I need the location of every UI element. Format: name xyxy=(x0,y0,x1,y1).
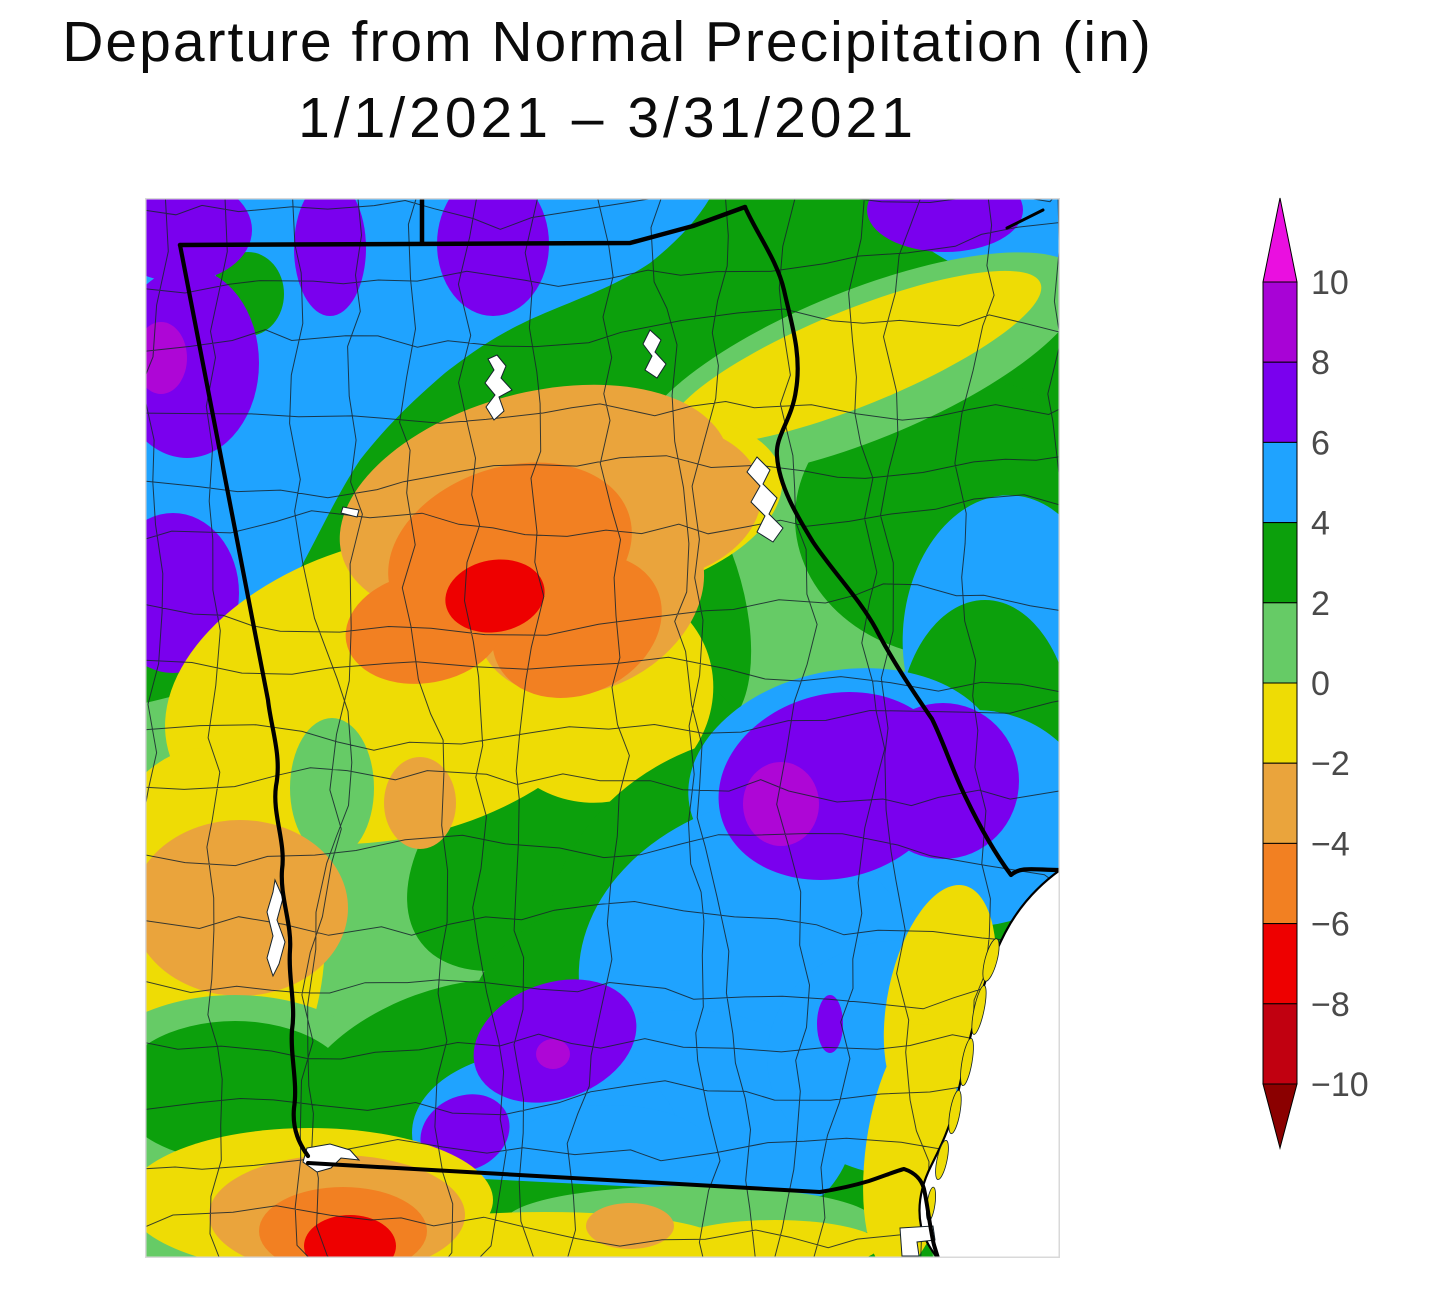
colorbar-svg: 10 8 6 4 2 0 −2 −4 −6 −8 −10 xyxy=(1262,197,1369,1150)
colorbar-box xyxy=(1262,602,1298,684)
colorbar-tick-label: −6 xyxy=(1311,906,1350,944)
colorbar-box xyxy=(1262,522,1298,604)
colorbar-box xyxy=(1262,762,1298,844)
county-boundary-lines xyxy=(145,198,1060,1258)
coastal-inlet xyxy=(899,1225,936,1257)
colorbar-box xyxy=(1262,1003,1298,1085)
colorbar-boxes xyxy=(1262,281,1298,1085)
colorbar-tick-label: 8 xyxy=(1311,344,1330,382)
colorbar-legend: 10 8 6 4 2 0 −2 −4 −6 −8 −10 xyxy=(1253,188,1439,1178)
lake-shape xyxy=(484,354,513,421)
colorbar-tick-label: −4 xyxy=(1311,825,1350,863)
barrier-islands xyxy=(925,938,1000,1222)
colorbar-tick-label: −8 xyxy=(1311,986,1350,1024)
lake-shape xyxy=(340,506,360,518)
colorbar-box xyxy=(1262,923,1298,1005)
lake-shape xyxy=(642,329,667,379)
contour-fills xyxy=(145,198,1060,1258)
colorbar-arrow-above-10 xyxy=(1262,197,1298,283)
county-lines-path xyxy=(145,198,1060,1258)
colorbar-box xyxy=(1262,361,1298,443)
lake-shape xyxy=(746,456,784,543)
savannah-river-border xyxy=(742,204,1060,878)
colorbar-tick-labels: 10 8 6 4 2 0 −2 −4 −6 −8 −10 xyxy=(1311,264,1369,1104)
colorbar-tick-label: 10 xyxy=(1311,264,1349,302)
title-block: Departure from Normal Precipitation (in)… xyxy=(0,4,1215,156)
colorbar-box xyxy=(1262,842,1298,925)
west-border-chattahoochee xyxy=(177,242,311,1159)
colorbar-tick-label: 2 xyxy=(1311,585,1330,623)
state-boundary xyxy=(177,198,1060,1258)
map-svg xyxy=(145,198,1060,1258)
colorbar-tick-label: −10 xyxy=(1311,1066,1369,1104)
contour-map xyxy=(145,198,1060,1258)
coastline-path xyxy=(918,869,1060,1258)
colorbar-box xyxy=(1262,682,1298,764)
colorbar-box xyxy=(1262,441,1298,524)
atlantic-ocean xyxy=(919,870,1060,1258)
map-title: Departure from Normal Precipitation (in) xyxy=(62,10,1153,74)
colorbar-tick-label: −2 xyxy=(1311,745,1350,783)
map-date-range: 1/1/2021 – 3/31/2021 xyxy=(298,86,917,150)
colorbar-tick-label: 0 xyxy=(1311,665,1330,703)
colorbar-arrow-below-minus10 xyxy=(1262,1083,1298,1150)
colorbar-tick-label: 4 xyxy=(1311,505,1330,543)
florida-border xyxy=(306,1161,940,1258)
colorbar-tick-label: 6 xyxy=(1311,424,1330,462)
map-frame xyxy=(145,198,1060,1258)
colorbar-box xyxy=(1262,281,1298,363)
lake-shape xyxy=(266,878,286,978)
